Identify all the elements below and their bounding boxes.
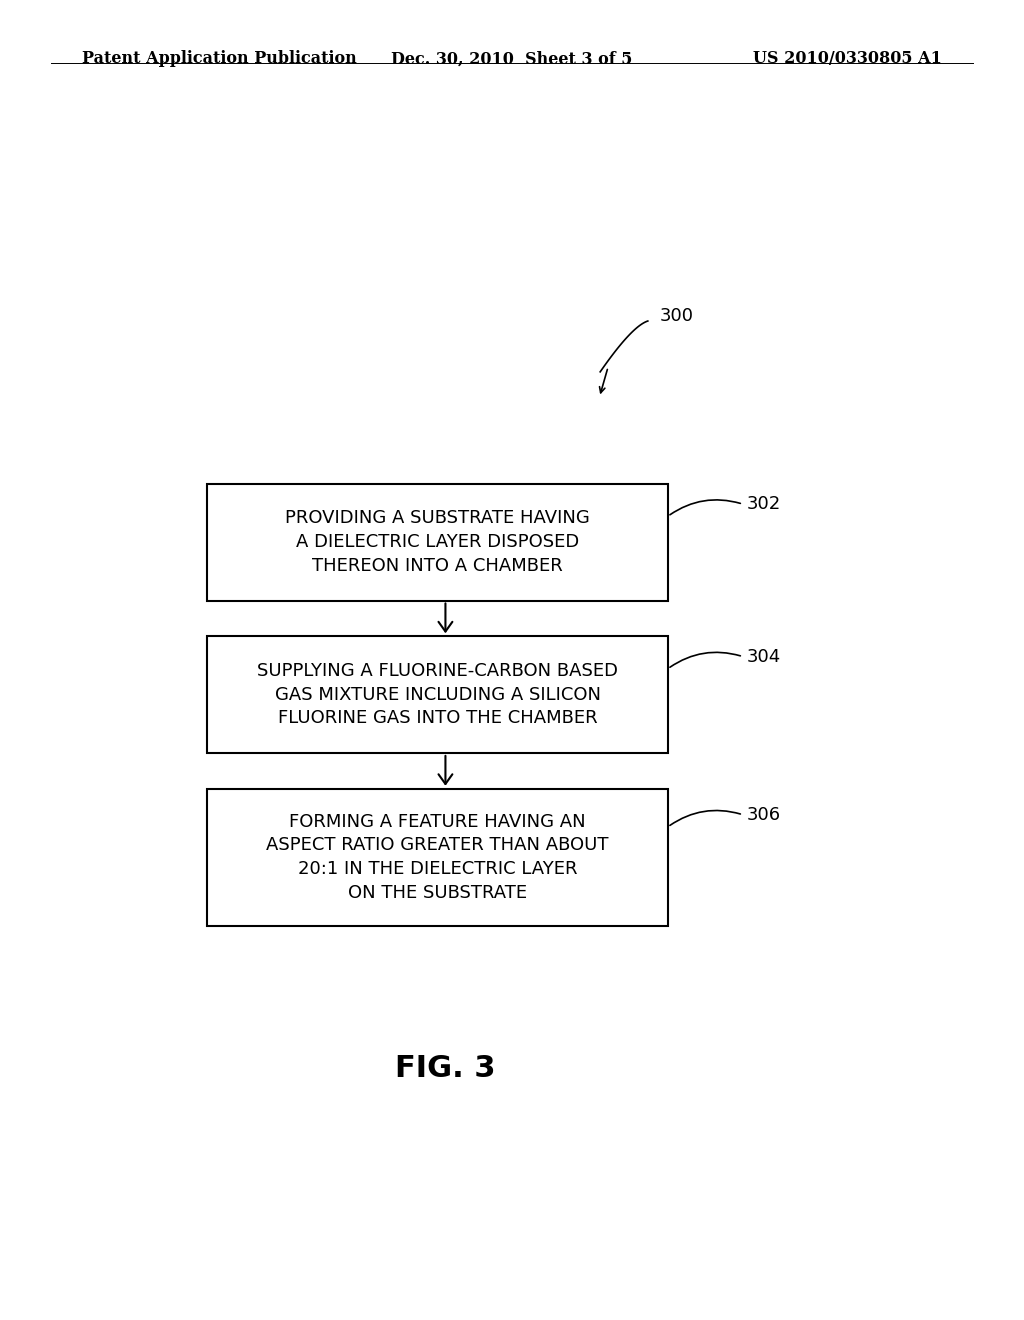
FancyArrowPatch shape xyxy=(670,500,740,515)
Bar xyxy=(207,636,668,752)
FancyArrowPatch shape xyxy=(670,810,740,825)
FancyArrowPatch shape xyxy=(670,652,740,667)
Text: SUPPLYING A FLUORINE-CARBON BASED
GAS MIXTURE INCLUDING A SILICON
FLUORINE GAS I: SUPPLYING A FLUORINE-CARBON BASED GAS MI… xyxy=(257,661,618,727)
FancyArrowPatch shape xyxy=(438,603,453,631)
Text: FORMING A FEATURE HAVING AN
ASPECT RATIO GREATER THAN ABOUT
20:1 IN THE DIELECTR: FORMING A FEATURE HAVING AN ASPECT RATIO… xyxy=(266,813,608,902)
Text: 300: 300 xyxy=(659,308,693,325)
Text: Patent Application Publication: Patent Application Publication xyxy=(82,50,356,67)
Text: FIG. 3: FIG. 3 xyxy=(395,1053,496,1082)
FancyArrowPatch shape xyxy=(438,756,453,784)
Text: Dec. 30, 2010  Sheet 3 of 5: Dec. 30, 2010 Sheet 3 of 5 xyxy=(391,50,633,67)
Text: 304: 304 xyxy=(746,648,781,665)
Bar xyxy=(207,483,668,601)
Text: US 2010/0330805 A1: US 2010/0330805 A1 xyxy=(754,50,942,67)
Text: PROVIDING A SUBSTRATE HAVING
A DIELECTRIC LAYER DISPOSED
THEREON INTO A CHAMBER: PROVIDING A SUBSTRATE HAVING A DIELECTRI… xyxy=(285,510,590,574)
Bar xyxy=(207,788,668,925)
Text: 306: 306 xyxy=(746,805,781,824)
Text: 302: 302 xyxy=(746,495,781,513)
